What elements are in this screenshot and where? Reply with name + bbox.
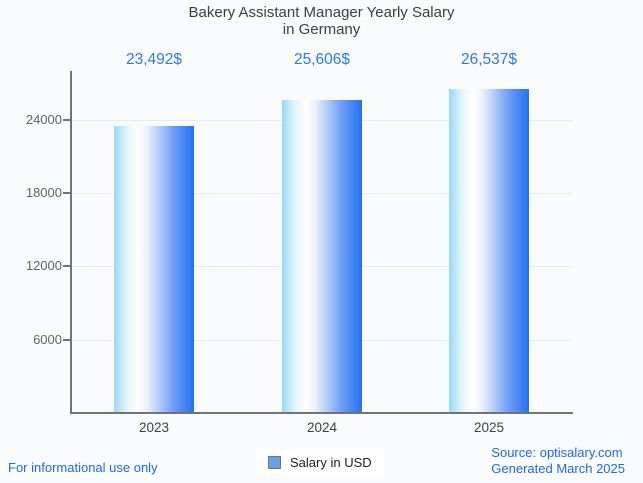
source-text: Source: optisalary.com — [491, 445, 623, 460]
y-tick-label: 12000 — [25, 258, 62, 273]
value-label-2025: 26,537$ — [460, 51, 518, 68]
y-tick-mark — [63, 119, 70, 121]
bar-2025[interactable] — [449, 89, 529, 413]
y-tick-mark — [63, 265, 70, 267]
y-tick-label: 18000 — [25, 185, 62, 200]
y-tick-label: 6000 — [33, 332, 62, 347]
x-tick-label-2023: 2023 — [138, 420, 170, 435]
source-block: Source: optisalary.com Generated March 2… — [491, 445, 625, 477]
value-label-2023: 23,492$ — [125, 51, 183, 68]
y-axis-line — [70, 71, 72, 413]
y-tick-mark — [63, 339, 70, 341]
disclaimer-text: For informational use only — [8, 460, 158, 475]
x-tick-label-2024: 2024 — [306, 420, 338, 435]
bar-2024[interactable] — [282, 100, 362, 413]
chart-title: Bakery Assistant Manager Yearly Salary i… — [0, 4, 643, 38]
x-tick-label-2025: 2025 — [473, 420, 505, 435]
plot-area — [63, 71, 573, 414]
legend-label: Salary in USD — [290, 455, 372, 470]
value-label-2024: 25,606$ — [293, 51, 351, 68]
legend[interactable]: Salary in USD — [257, 449, 384, 476]
bar-2023[interactable] — [114, 126, 194, 413]
legend-swatch-icon — [268, 456, 281, 469]
x-axis-line — [70, 412, 573, 414]
chart-title-line2: in Germany — [282, 20, 361, 38]
chart-title-line1: Bakery Assistant Manager Yearly Salary — [188, 4, 455, 21]
y-tick-label: 24000 — [25, 112, 62, 127]
y-tick-mark — [63, 192, 70, 194]
generated-text: Generated March 2025 — [491, 461, 625, 476]
